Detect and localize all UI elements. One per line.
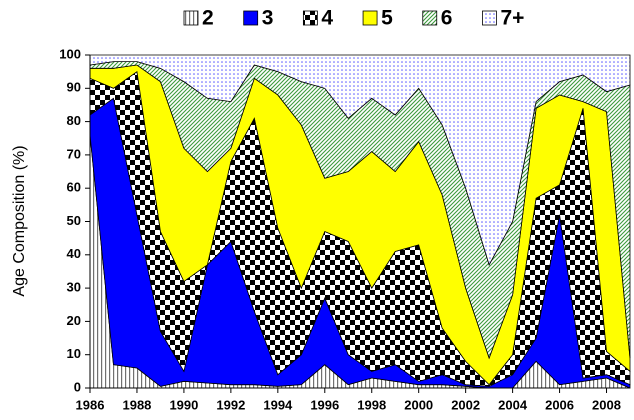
x-tick-label: 1994 bbox=[263, 397, 293, 412]
legend-swatch bbox=[482, 10, 497, 26]
y-tick-label: 0 bbox=[74, 379, 81, 394]
legend-swatch bbox=[302, 10, 318, 26]
x-tick-label: 2008 bbox=[592, 397, 621, 412]
x-tick-label: 1986 bbox=[76, 397, 105, 412]
legend-label: 4 bbox=[321, 7, 333, 30]
legend-label: 5 bbox=[381, 7, 393, 30]
x-tick-label: 1992 bbox=[216, 397, 245, 412]
x-tick-label: 1988 bbox=[122, 397, 151, 412]
y-tick-label: 40 bbox=[67, 246, 81, 261]
y-tick-label: 100 bbox=[59, 46, 81, 61]
legend-swatch bbox=[362, 10, 378, 26]
x-tick-label: 2004 bbox=[498, 397, 528, 412]
x-tick-label: 2002 bbox=[451, 397, 480, 412]
legend-swatch bbox=[422, 10, 438, 26]
y-tick-label: 90 bbox=[67, 80, 81, 95]
legend-label: 2 bbox=[202, 7, 214, 30]
y-tick-label: 30 bbox=[67, 280, 81, 295]
x-tick-label: 2000 bbox=[404, 397, 433, 412]
x-tick-label: 1990 bbox=[169, 397, 198, 412]
legend-label: 6 bbox=[441, 7, 453, 30]
legend-label: 3 bbox=[262, 7, 274, 30]
y-tick-label: 20 bbox=[67, 313, 81, 328]
y-tick-label: 60 bbox=[67, 180, 81, 195]
y-tick-label: 70 bbox=[67, 146, 81, 161]
area bbox=[89, 54, 631, 266]
y-tick-label: 50 bbox=[67, 213, 81, 228]
x-tick-label: 2006 bbox=[545, 397, 574, 412]
y-tick-label: 80 bbox=[67, 113, 81, 128]
legend-swatch bbox=[243, 10, 259, 26]
x-tick-label: 1998 bbox=[357, 397, 386, 412]
legend-swatch bbox=[183, 10, 199, 26]
y-axis-label: Age Composition (%) bbox=[11, 145, 28, 296]
legend-label: 7+ bbox=[500, 7, 524, 30]
y-tick-label: 10 bbox=[67, 346, 81, 361]
x-tick-label: 1996 bbox=[310, 397, 339, 412]
